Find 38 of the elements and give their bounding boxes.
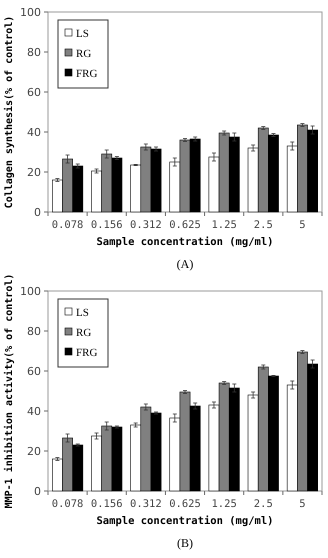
legend-label: RG bbox=[76, 326, 92, 339]
y-tick-label: 0 bbox=[34, 484, 41, 498]
y-tick-label: 80 bbox=[27, 46, 41, 59]
y-tick-label: 100 bbox=[20, 6, 41, 19]
y-tick-label: 20 bbox=[27, 444, 41, 458]
legend-label: FRG bbox=[76, 346, 98, 359]
y-tick-label: 20 bbox=[27, 166, 41, 179]
y-tick-label: 80 bbox=[27, 324, 41, 338]
y-tick-label: 60 bbox=[27, 364, 41, 378]
x-tick-label: 0.312 bbox=[130, 219, 162, 231]
x-axis-title: Sample concentration (mg/ml) bbox=[96, 236, 274, 248]
x-axis-title: Sample concentration (mg/ml) bbox=[96, 515, 274, 527]
x-tick-label: 5 bbox=[299, 219, 306, 231]
x-tick-label: 1.25 bbox=[211, 219, 237, 231]
x-tick-label: 2.5 bbox=[254, 498, 273, 510]
x-tick-label: 0.625 bbox=[169, 498, 201, 510]
x-tick-label: 0.625 bbox=[169, 219, 201, 231]
x-tick-label: 0.156 bbox=[90, 219, 123, 231]
y-tick-label: 40 bbox=[27, 404, 41, 418]
x-tick-label: 0.078 bbox=[52, 498, 84, 510]
y-tick-label: 40 bbox=[27, 126, 41, 139]
x-tick-label: 1.25 bbox=[211, 498, 237, 510]
y-axis-title: Collagen synthesis(% of control) bbox=[3, 16, 15, 208]
text: (A) bbox=[176, 257, 194, 271]
y-tick-label: 60 bbox=[27, 86, 41, 99]
x-tick-label: 0.078 bbox=[52, 219, 84, 231]
text: (B) bbox=[177, 536, 193, 550]
legend-label: FRG bbox=[76, 68, 98, 80]
y-tick-label: 100 bbox=[20, 284, 41, 298]
legend-label: LS bbox=[76, 28, 89, 40]
x-tick-label: 2.5 bbox=[254, 219, 273, 231]
y-tick-label: 0 bbox=[34, 206, 41, 219]
x-tick-label: 0.312 bbox=[130, 498, 162, 510]
legend-label: RG bbox=[76, 48, 92, 60]
y-axis-title: MMP-1 inhibition activity(% of control) bbox=[3, 274, 15, 508]
x-tick-label: 0.156 bbox=[90, 498, 123, 510]
x-tick-label: 5 bbox=[299, 498, 306, 510]
legend-label: LS bbox=[76, 306, 89, 319]
